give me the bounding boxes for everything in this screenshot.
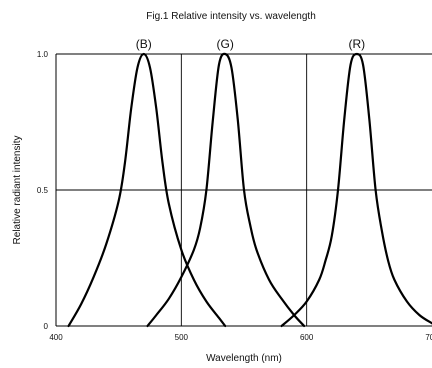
plot-area: 400 500 600 700 0 0.5 1.0 (B) (G) (R) [37, 37, 432, 342]
series-curve-b [67, 52, 227, 328]
y-tick-label-0: 0 [44, 322, 49, 331]
x-tick-label-500: 500 [175, 333, 189, 342]
x-tick-label-400: 400 [49, 333, 63, 342]
y-axis-label: Relative radiant intensity [12, 136, 23, 245]
chart-title: Fig.1 Relative intensity vs. wavelength [146, 11, 316, 22]
series-label-g: (G) [217, 37, 234, 51]
series-curve-g [146, 52, 306, 328]
x-tick-label-700: 700 [425, 333, 432, 342]
y-tick-label-1: 1.0 [37, 50, 49, 59]
series-curve-r [280, 52, 432, 328]
x-axis-label: Wavelength (nm) [206, 353, 282, 364]
series-label-b: (B) [136, 37, 152, 51]
x-tick-label-600: 600 [300, 333, 314, 342]
y-tick-label-0-5: 0.5 [37, 186, 49, 195]
series-label-r: (R) [348, 37, 365, 51]
